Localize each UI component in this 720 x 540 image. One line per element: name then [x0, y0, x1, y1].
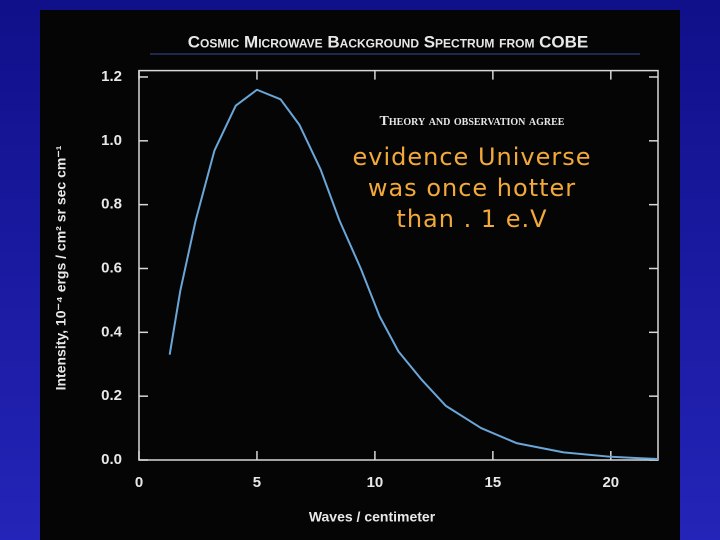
overlay-text: evidence Universe — [353, 143, 592, 171]
x-tick-label: 0 — [135, 474, 143, 491]
overlay-text: was once hotter — [368, 174, 576, 202]
annotation: Theory and observation agree — [380, 114, 565, 129]
y-tick-label: 0.4 — [101, 323, 123, 340]
y-tick-label: 1.0 — [101, 132, 122, 149]
x-tick-label: 20 — [602, 474, 619, 491]
x-axis-label: Waves / centimeter — [309, 509, 436, 525]
y-tick-label: 0.2 — [101, 387, 122, 404]
x-tick-label: 15 — [485, 474, 502, 491]
y-tick-label: 0.0 — [101, 451, 122, 468]
y-axis-label: Intensity, 10⁻⁴ ergs / cm² sr sec cm⁻¹ — [53, 145, 69, 390]
spectrum-line — [168, 88, 659, 461]
y-tick-label: 0.8 — [101, 196, 122, 213]
x-tick-label: 10 — [367, 474, 384, 491]
plot-frame — [138, 69, 659, 461]
x-tick-label: 5 — [253, 474, 261, 491]
y-tick-label: 1.2 — [101, 68, 122, 85]
overlay-text: than . 1 e.V — [396, 205, 547, 233]
y-tick-label: 0.6 — [101, 259, 122, 276]
image-panel — [40, 10, 680, 540]
chart-title: Cosmic Microwave Background Spectrum fro… — [188, 32, 589, 51]
